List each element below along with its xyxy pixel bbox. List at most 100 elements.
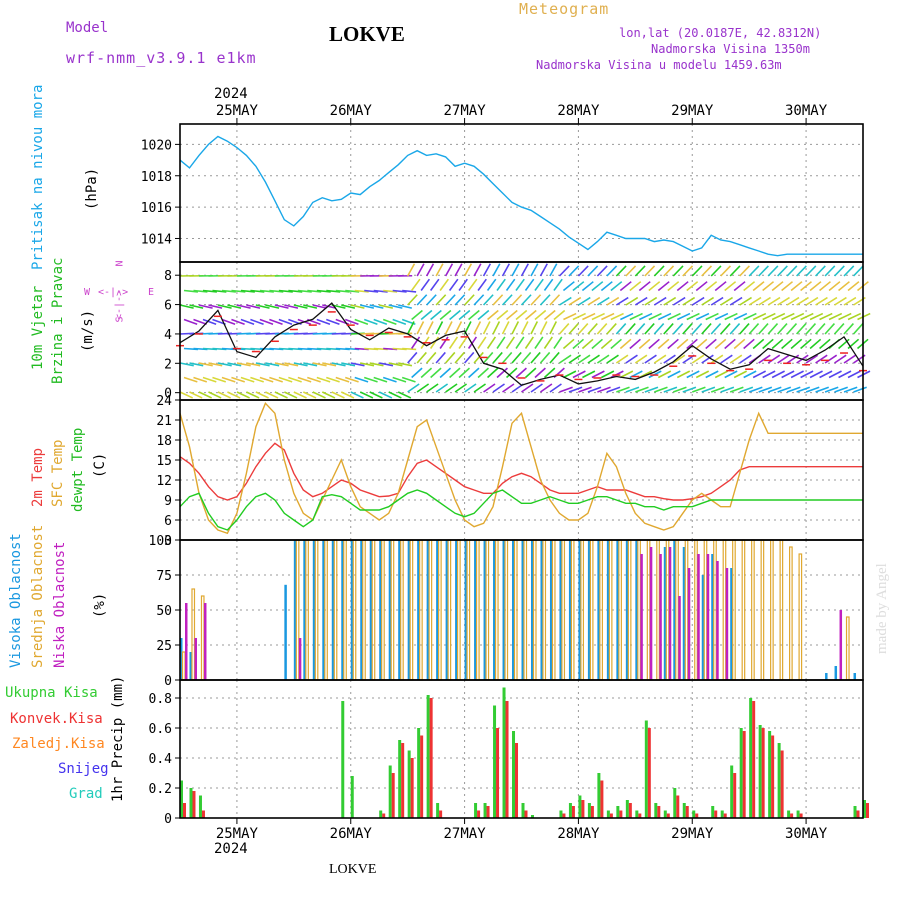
wind-arrow <box>274 304 289 309</box>
wind-arrow <box>255 304 270 309</box>
precip-conv-bar <box>695 813 699 818</box>
wind-arrow <box>663 386 678 393</box>
wind-arrow <box>733 338 746 350</box>
wind-arrow <box>729 296 743 306</box>
precip-total-bar <box>616 806 620 818</box>
wind-arrow <box>250 318 264 326</box>
precip-conv-bar <box>761 728 765 818</box>
top-day-label: 26MAY <box>330 103 373 119</box>
precip-conv-bar <box>628 803 632 818</box>
wind-arrow <box>762 338 774 350</box>
wind-arrow <box>524 336 534 349</box>
wind-arrow <box>463 263 473 277</box>
wind-arrow <box>620 312 634 321</box>
wind-arrow <box>686 312 700 321</box>
wind-arrow <box>619 338 632 350</box>
wind-arrow <box>667 338 679 350</box>
wind-arrow <box>382 318 397 326</box>
wind-arrow <box>193 289 208 293</box>
cloud-mid-bar <box>390 539 395 681</box>
wind-arrow <box>307 376 321 383</box>
wind-arrow <box>729 386 744 393</box>
precip-conv-bar <box>647 728 651 818</box>
wind-arrow <box>701 323 712 335</box>
wind-arrow <box>539 263 548 277</box>
precip-total-bar <box>388 765 392 818</box>
precip-conv-bar <box>439 810 443 818</box>
wind-arrow <box>667 281 680 292</box>
wind-arrow <box>672 296 686 306</box>
wind-arrow <box>758 323 769 335</box>
cloud-high-bar <box>853 673 857 680</box>
precip-conv-bar <box>723 813 727 818</box>
wind-arrow <box>638 281 651 292</box>
wind-arrow <box>448 278 459 291</box>
wind-arrow <box>482 321 491 335</box>
wind-arrow <box>439 336 449 349</box>
cloud-y-tick-label: 50 <box>156 604 172 619</box>
wind-arrow <box>634 323 646 335</box>
cloud-high-bar <box>502 540 506 680</box>
wind-arrow <box>179 391 194 399</box>
cloud-mid-bar <box>428 539 433 681</box>
cloud-low-bar <box>185 603 188 680</box>
cloud-mid-bar <box>475 539 480 681</box>
wind-arrow <box>406 263 416 277</box>
temp-y-tick-label: 21 <box>156 414 172 429</box>
precip-conv-bar <box>714 810 718 818</box>
wind-arrow <box>733 370 748 379</box>
wind-arrow <box>568 323 579 335</box>
wind-arrow <box>720 354 733 364</box>
cloud-high-bar <box>521 540 524 680</box>
wind-arrow <box>492 383 505 393</box>
wind-arrow <box>786 354 800 364</box>
wind-arrow <box>240 318 255 326</box>
cloud-mid-bar <box>722 539 727 681</box>
precip-total-bar <box>644 720 648 818</box>
wind-arrow <box>796 265 807 277</box>
wind-arrow <box>663 323 674 335</box>
wind-arrow <box>562 338 575 350</box>
bottom-day-label: 26MAY <box>330 826 373 842</box>
wind-arrow <box>781 312 795 321</box>
wind-arrow <box>530 383 543 393</box>
wind-arrow <box>648 312 662 321</box>
wind-arrow <box>402 289 417 293</box>
wind-arrow <box>587 323 598 335</box>
precip-total-bar <box>692 810 696 818</box>
wind-arrow <box>824 265 836 277</box>
wind-arrow <box>425 321 434 335</box>
wind-arrow <box>524 278 535 291</box>
wind-arrow <box>183 289 199 293</box>
precip-total-bar <box>625 800 629 818</box>
precip-total-bar <box>493 705 497 818</box>
wind-arrow <box>439 309 452 321</box>
wind-arrow <box>407 294 418 306</box>
wind-arrow <box>477 336 487 349</box>
wind-arrow <box>777 354 790 364</box>
wind-arrow <box>758 296 771 306</box>
cloud-mid-bar <box>494 539 499 681</box>
wind-arrow <box>833 265 845 277</box>
temp-y-tick-label: 12 <box>156 474 172 489</box>
precip-conv-bar <box>391 773 395 818</box>
wind-arrow <box>739 386 754 393</box>
wind-arrow <box>458 309 471 321</box>
wind-arrow <box>278 289 293 293</box>
wind-arrow <box>724 370 738 379</box>
wind-arrow <box>667 312 681 321</box>
wind-arrow <box>591 338 603 350</box>
wind-arrow <box>454 351 465 364</box>
cloud-y-tick-label: 100 <box>149 534 172 549</box>
wind-arrow <box>705 312 719 321</box>
cloud-high-bar <box>587 540 591 680</box>
cloud-mid-bar <box>703 539 708 681</box>
wind-arrow <box>805 386 820 393</box>
cloud-low-bar <box>203 603 207 680</box>
wind-arrow <box>625 323 636 335</box>
wind-arrow <box>429 278 440 291</box>
wind-arrow <box>307 289 322 293</box>
wind-arrow <box>587 354 600 364</box>
precip-total-bar <box>777 743 781 818</box>
wind-arrow <box>634 265 646 277</box>
